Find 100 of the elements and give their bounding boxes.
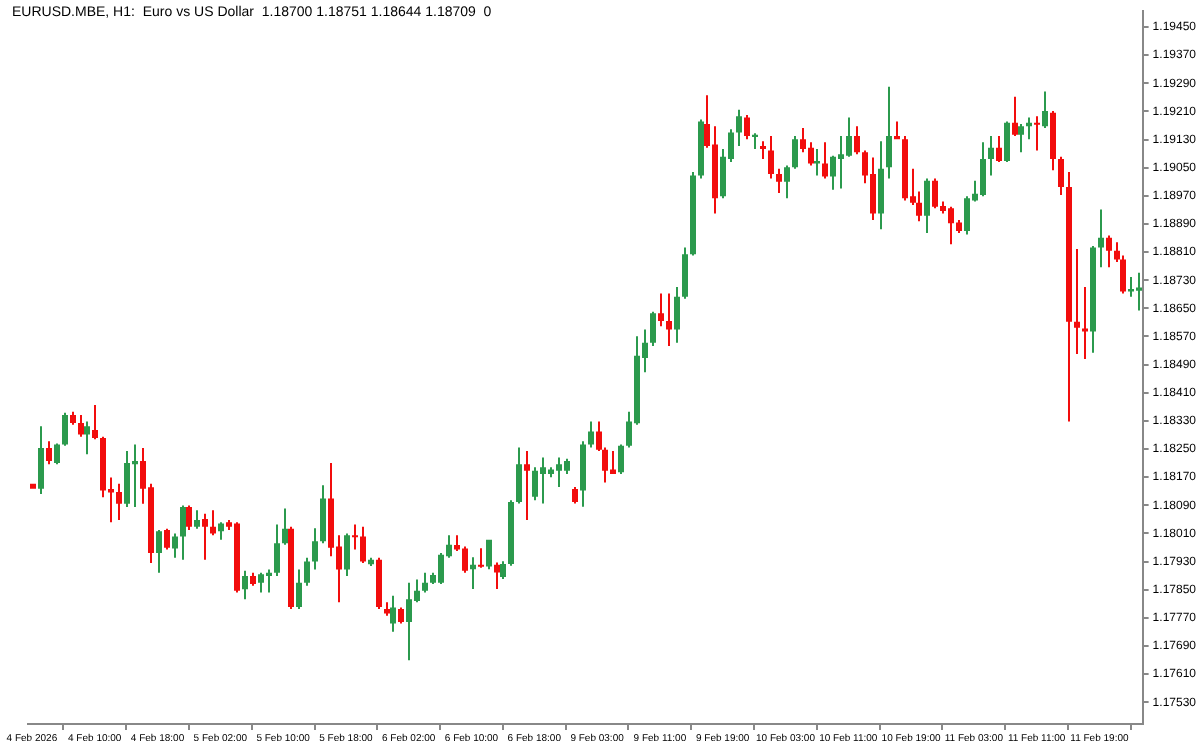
candlestick [1012, 96, 1018, 137]
candlestick [752, 133, 758, 150]
candlestick [78, 414, 84, 437]
candlestick [948, 206, 954, 245]
candlestick [234, 522, 240, 593]
candlestick [580, 441, 586, 507]
candlestick [368, 557, 374, 567]
candlestick [572, 486, 578, 504]
candlestick [744, 114, 750, 140]
candlestick [274, 524, 280, 576]
candlestick [658, 293, 664, 327]
candlestick [54, 443, 60, 465]
candlestick [988, 136, 994, 176]
candlestick [556, 457, 562, 487]
candlestick [312, 528, 318, 570]
candlestick [258, 572, 264, 593]
candlestick [266, 569, 272, 593]
candlestick [650, 311, 656, 346]
candlestick [132, 444, 138, 508]
candlestick [172, 533, 178, 558]
candlestick [1034, 116, 1040, 151]
candlestick [524, 451, 530, 521]
candlestick [894, 121, 900, 140]
candlestick [540, 457, 546, 504]
candlestick [588, 421, 594, 448]
candlestick [996, 136, 1002, 163]
candlestick [822, 142, 828, 179]
candlestick [352, 524, 358, 550]
candlestick [1004, 121, 1010, 163]
candlestick [814, 149, 820, 176]
candlestick [736, 109, 742, 146]
candlestick [384, 602, 390, 616]
candlestick [304, 557, 310, 586]
candlestick [186, 505, 192, 530]
candlestick [854, 126, 860, 155]
candlestick [1074, 248, 1080, 355]
candlestick [902, 136, 908, 201]
candlestick [924, 178, 930, 234]
candlestick [1066, 171, 1072, 422]
candlestick [1050, 111, 1056, 171]
candlestick [956, 220, 962, 234]
candlestick [218, 522, 224, 540]
candlestick [792, 136, 798, 169]
candlestick [210, 510, 216, 536]
candlestick [776, 168, 782, 193]
candlestick [768, 136, 774, 179]
candlestick [288, 526, 294, 610]
candlestick [478, 548, 484, 568]
candlestick [470, 557, 476, 589]
candlestick [92, 405, 98, 440]
candlestick [376, 557, 382, 610]
candlestick [282, 508, 288, 545]
candlestick [250, 572, 256, 586]
candlestick [422, 572, 428, 593]
candlestick [870, 157, 876, 221]
candlestick [202, 513, 208, 560]
candlestick [156, 529, 162, 573]
candlestick [390, 595, 396, 632]
candlestick [180, 505, 186, 560]
candlestick [1136, 272, 1142, 311]
candlestick [494, 562, 500, 589]
candlestick [516, 447, 522, 504]
candlestick [1026, 117, 1032, 140]
candlestick [30, 483, 36, 489]
candlestick [618, 444, 624, 474]
candlestick [1058, 156, 1064, 196]
candlestick [242, 570, 248, 600]
candlestick [980, 142, 986, 197]
candlestick [194, 510, 200, 529]
candlestick [124, 451, 130, 508]
candlestick [1018, 124, 1024, 153]
candlestick [84, 421, 90, 455]
candlestick [38, 426, 44, 495]
candlestick [784, 165, 790, 199]
candlestick [760, 141, 766, 159]
candlestick [666, 293, 672, 346]
candlestick [46, 441, 52, 465]
candlestick [1098, 209, 1104, 268]
candlestick [878, 141, 884, 230]
candlestick [698, 119, 704, 179]
candlestick [62, 412, 68, 446]
candlestick [164, 528, 170, 550]
candlestick [320, 485, 326, 544]
candlestick [296, 569, 302, 610]
candlestick [1106, 235, 1112, 268]
candlestick [406, 582, 412, 661]
candlestick [1042, 91, 1048, 128]
candlestick [610, 451, 616, 474]
candlestick [1082, 286, 1088, 359]
candlestick [508, 500, 514, 566]
candlestick [682, 247, 688, 299]
candlestick [500, 561, 506, 580]
candlestick [116, 483, 122, 521]
candlestick [674, 286, 680, 343]
candlestick [486, 539, 492, 570]
candlestick [344, 533, 350, 576]
candlestick [398, 607, 404, 624]
candlestick [886, 86, 892, 179]
candlestick [70, 411, 76, 425]
candlestick [932, 178, 938, 209]
